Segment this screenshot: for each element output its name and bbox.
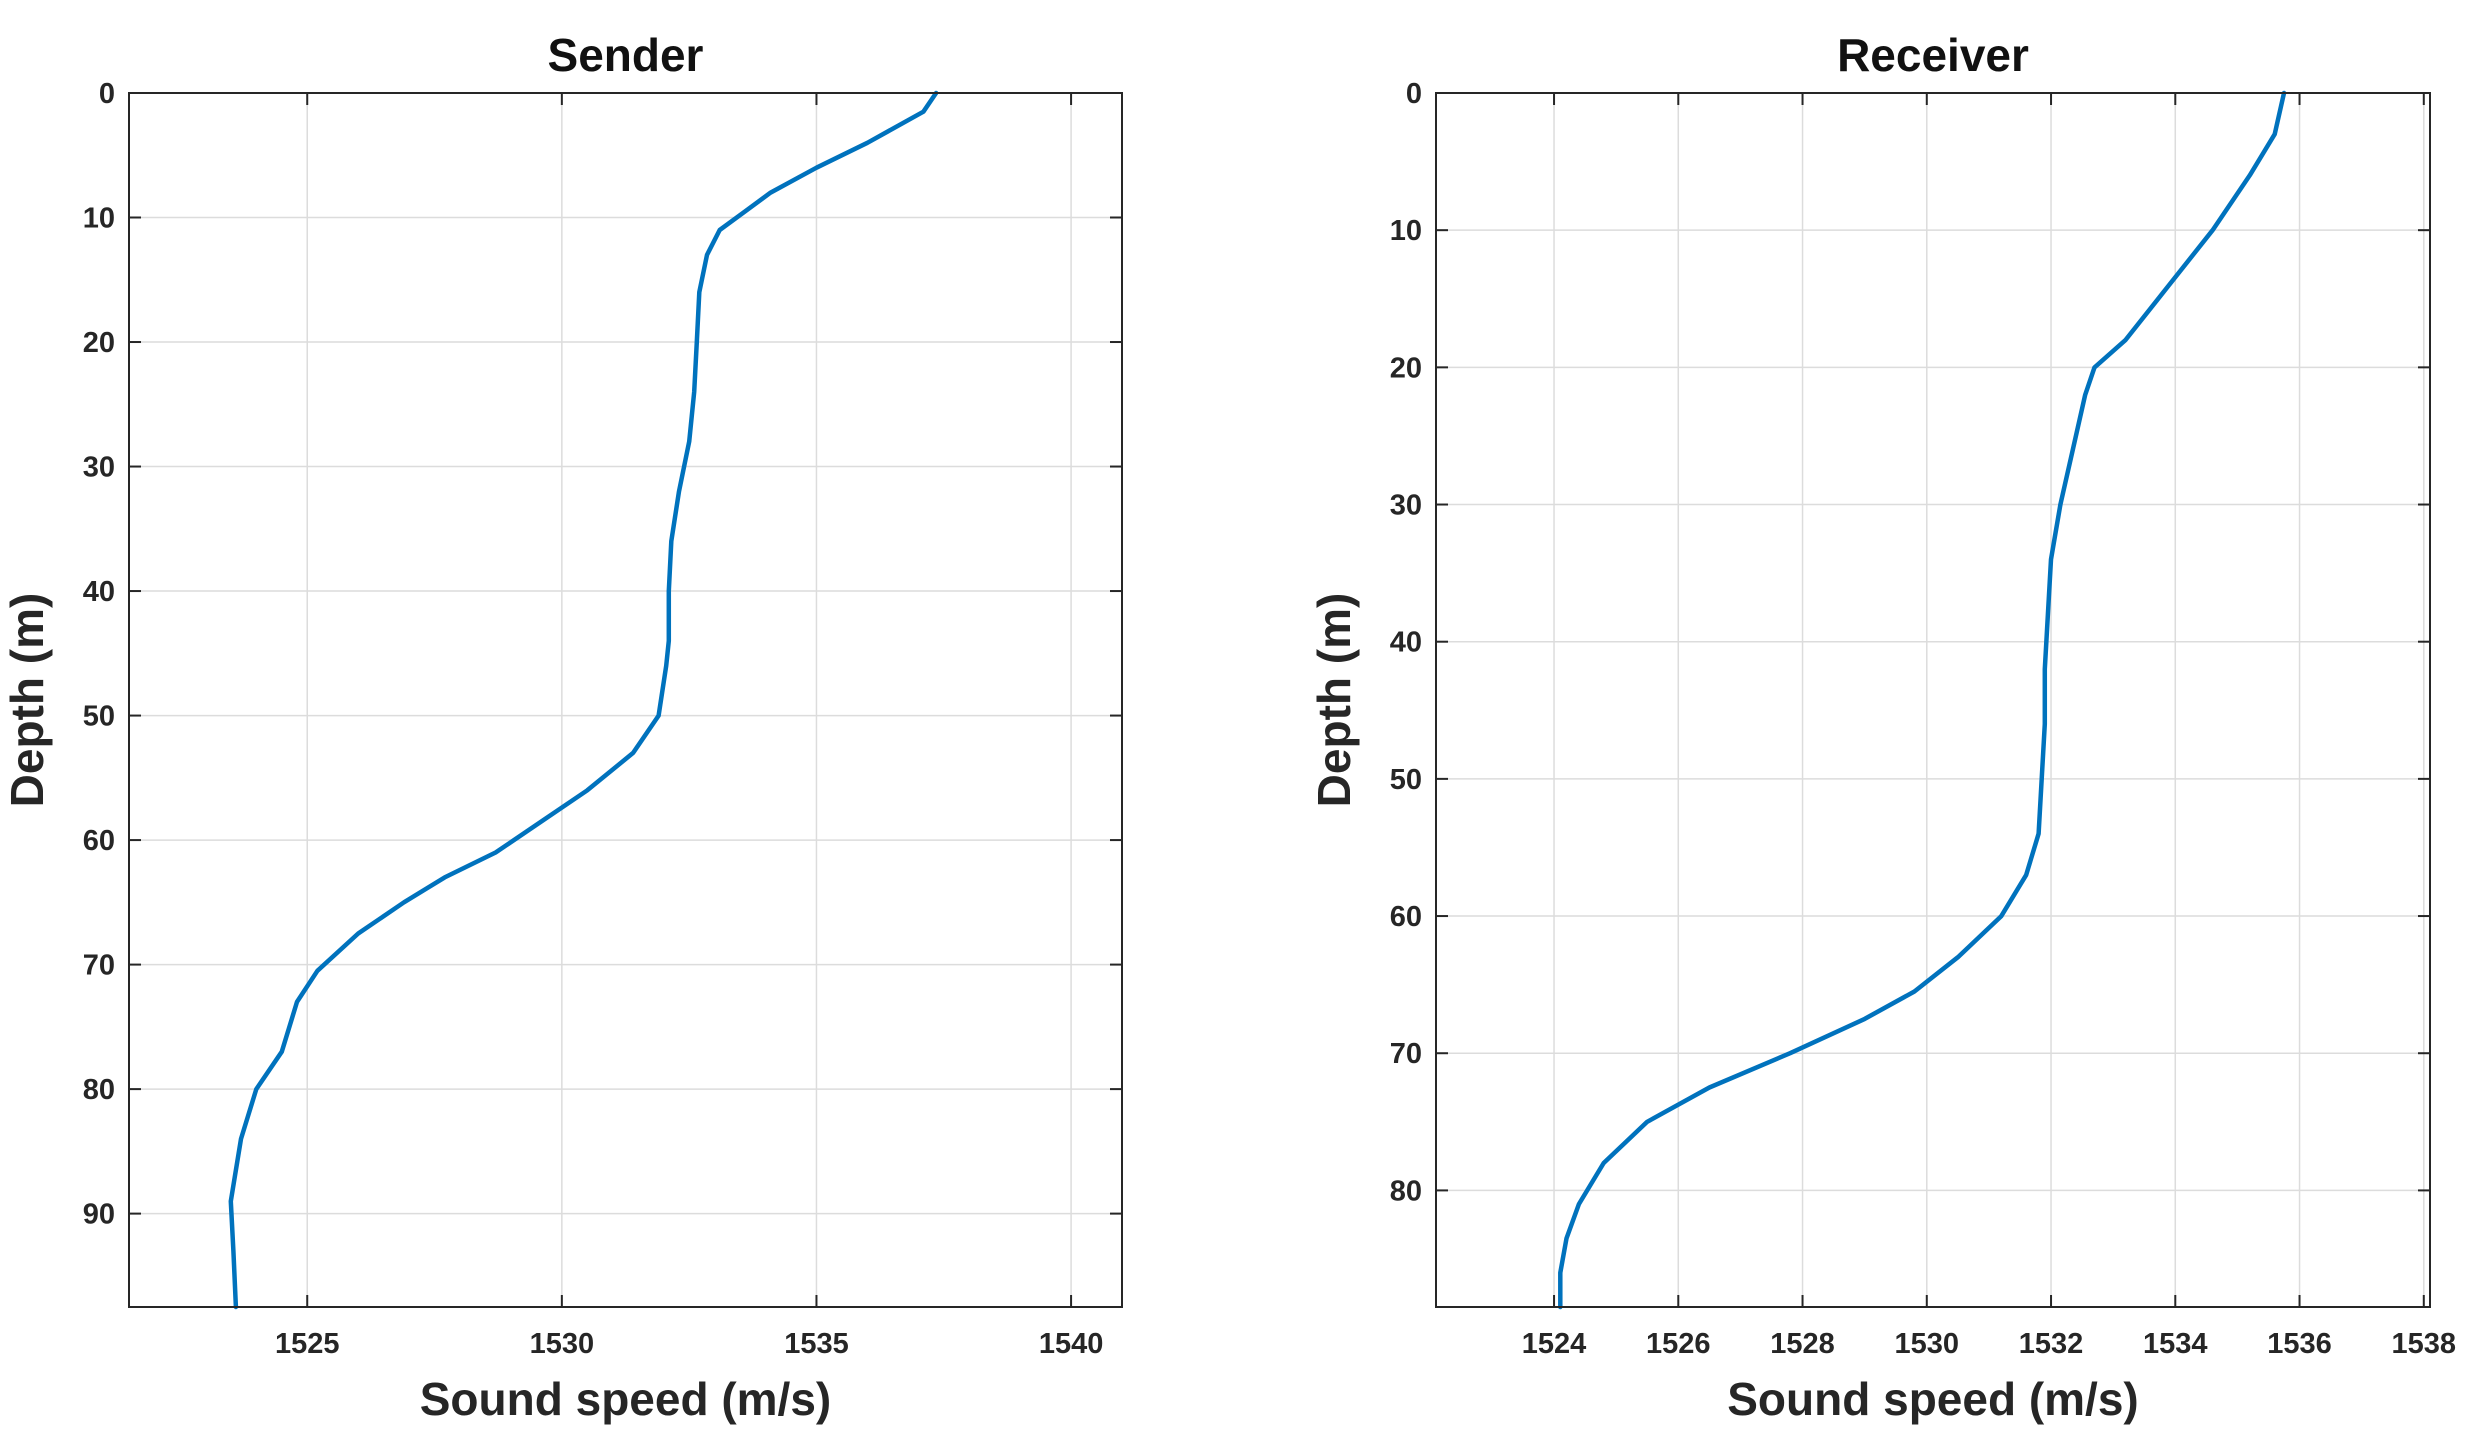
receiver-y-tick-label: 70: [1390, 1038, 1422, 1070]
receiver-y-tick-label: 50: [1390, 764, 1422, 796]
sender-x-tick-label: 1530: [530, 1328, 595, 1360]
sender-y-tick-label: 30: [83, 452, 115, 484]
sender-y-tick-label: 0: [99, 78, 115, 110]
sender-y-tick-label: 20: [83, 327, 115, 359]
sender-series-line: [228, 90, 939, 1310]
receiver-plot-frame: [1435, 92, 2431, 1308]
sender-x-tick-label: 1535: [784, 1328, 849, 1360]
receiver-y-tick-label: 60: [1390, 901, 1422, 933]
receiver-y-tick-label: 10: [1390, 215, 1422, 247]
sender-y-tick-label: 60: [83, 825, 115, 857]
sender-y-tick-label: 70: [83, 950, 115, 982]
sender-panel: 1525 1530 1535 1540 0 10 20 30 40 50 60 70 80 90 Send…: [1, 29, 1123, 1425]
receiver-x-tick-label: 1534: [2143, 1328, 2208, 1360]
receiver-y-axis-label: Depth (m): [1308, 593, 1360, 808]
sender-y-tick-label: 10: [83, 203, 115, 235]
sender-curve-layer: [228, 90, 939, 1310]
receiver-grid: [1436, 92, 2430, 1307]
receiver-series-line: [1558, 90, 2287, 1310]
sender-x-tick-label: 1540: [1039, 1328, 1104, 1360]
receiver-x-tick-label: 1538: [2392, 1328, 2457, 1360]
receiver-x-tick-label: 1530: [1895, 1328, 1960, 1360]
receiver-y-tick-label: 0: [1406, 78, 1422, 110]
receiver-y-tick-label: 20: [1390, 352, 1422, 384]
sender-y-tick-label: 40: [83, 576, 115, 608]
receiver-x-axis-label: Sound speed (m/s): [1727, 1373, 2138, 1425]
sender-title: Sender: [548, 29, 704, 81]
receiver-title: Receiver: [1837, 29, 2029, 81]
sender-ticks: 1525 1530 1535 1540 0 10 20 30 40 50 60 70 80 90: [83, 78, 1122, 1360]
receiver-curve-layer: [1558, 90, 2287, 1310]
sender-x-tick-label: 1525: [275, 1328, 340, 1360]
sender-plot-frame: [128, 92, 1123, 1308]
receiver-ticks: 1524 1526 1528 1530 1532 1534 1536 1538 0 10 20 30 4…: [1390, 78, 2456, 1360]
sender-grid: [129, 92, 1122, 1307]
receiver-x-tick-label: 1536: [2267, 1328, 2332, 1360]
sender-y-tick-label: 50: [83, 701, 115, 733]
sender-y-tick-label: 80: [83, 1074, 115, 1106]
receiver-x-tick-label: 1532: [2019, 1328, 2084, 1360]
receiver-x-tick-label: 1526: [1646, 1328, 1711, 1360]
receiver-y-tick-label: 40: [1390, 627, 1422, 659]
receiver-x-tick-label: 1528: [1770, 1328, 1835, 1360]
sender-y-axis-label: Depth (m): [1, 593, 53, 808]
receiver-y-tick-label: 30: [1390, 490, 1422, 522]
sender-x-axis-label: Sound speed (m/s): [420, 1373, 831, 1425]
sender-y-tick-label: 90: [83, 1199, 115, 1231]
receiver-x-tick-label: 1524: [1522, 1328, 1587, 1360]
receiver-y-tick-label: 80: [1390, 1175, 1422, 1207]
